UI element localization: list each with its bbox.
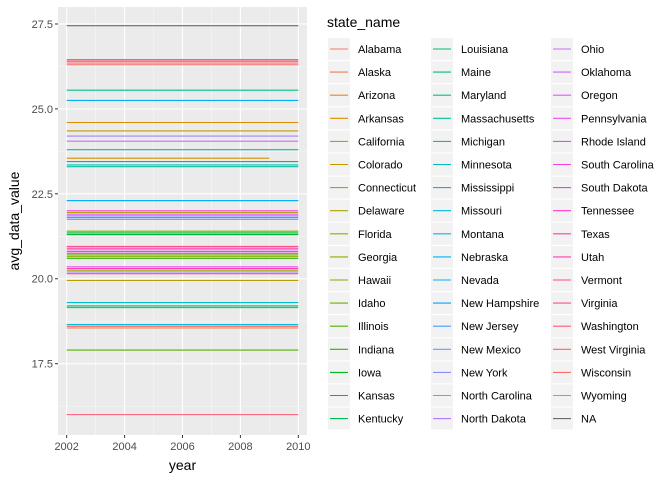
legend: Alabama Alaska Arizona Arkansas California Co… (328, 38, 655, 430)
legend-label-massachusetts: Massachusetts (461, 113, 535, 125)
legend-label-virginia: Virginia (581, 298, 618, 310)
y-tick-label: 17.5 (32, 359, 53, 371)
legend-label-illinois: Illinois (358, 321, 389, 333)
legend-label-maryland: Maryland (461, 90, 506, 102)
x-tick-label: 2006 (170, 441, 194, 453)
minor-gridlines (58, 7, 307, 435)
legend-label-alaska: Alaska (358, 67, 392, 79)
legend-label-arizona: Arizona (358, 90, 396, 102)
legend-label-wyoming: Wyoming (581, 391, 627, 403)
y-tick-label: 25.0 (32, 104, 53, 116)
series-lines (66, 25, 299, 416)
legend-label-na: NA (581, 414, 597, 426)
legend-label-louisiana: Louisiana (461, 44, 509, 56)
legend-label-north-dakota: North Dakota (461, 414, 527, 426)
legend-label-montana: Montana (461, 229, 505, 241)
legend-label-maine: Maine (461, 67, 491, 79)
legend-label-indiana: Indiana (358, 344, 395, 356)
legend-label-new-jersey: New Jersey (461, 321, 519, 333)
legend-label-michigan: Michigan (461, 136, 505, 148)
legend-label-texas: Texas (581, 229, 610, 241)
legend-label-kansas: Kansas (358, 391, 395, 403)
legend-title: state_name (327, 14, 400, 30)
legend-label-vermont: Vermont (581, 275, 622, 287)
legend-label-mississippi: Mississippi (461, 183, 514, 195)
legend-label-wisconsin: Wisconsin (581, 367, 631, 379)
legend-label-ohio: Ohio (581, 44, 604, 56)
y-tick-label: 20.0 (32, 274, 53, 286)
legend-label-delaware: Delaware (358, 206, 404, 218)
legend-label-hawaii: Hawaii (358, 275, 391, 287)
legend-label-west-virginia: West Virginia (581, 344, 646, 356)
legend-label-oregon: Oregon (581, 90, 618, 102)
legend-label-connecticut: Connecticut (358, 183, 416, 195)
x-tick-label: 2010 (286, 441, 310, 453)
legend-label-kentucky: Kentucky (358, 414, 404, 426)
legend-label-alabama: Alabama (358, 44, 402, 56)
legend-label-new-york: New York (461, 367, 508, 379)
legend-label-missouri: Missouri (461, 206, 502, 218)
legend-label-pennsylvania: Pennsylvania (581, 113, 647, 125)
legend-label-arkansas: Arkansas (358, 113, 404, 125)
legend-label-utah: Utah (581, 252, 604, 264)
legend-label-tennessee: Tennessee (581, 206, 634, 218)
x-tick-label: 2004 (112, 441, 136, 453)
legend-label-idaho: Idaho (358, 298, 386, 310)
y-axis: 17.5 20.0 22.5 25.0 27.5 (32, 19, 58, 371)
x-tick-label: 2008 (228, 441, 252, 453)
major-gridlines (58, 7, 307, 435)
y-tick-label: 27.5 (32, 19, 53, 31)
y-tick-label: 22.5 (32, 189, 53, 201)
legend-label-north-carolina: North Carolina (461, 391, 533, 403)
x-axis-label: year (169, 457, 197, 473)
legend-label-nevada: Nevada (461, 275, 500, 287)
legend-label-south-dakota: South Dakota (581, 183, 649, 195)
x-axis: 2002 2004 2006 2008 2010 (54, 435, 311, 453)
legend-label-colorado: Colorado (358, 160, 403, 172)
legend-label-new-hampshire: New Hampshire (461, 298, 539, 310)
x-tick-label: 2002 (54, 441, 78, 453)
legend-label-florida: Florida (358, 229, 393, 241)
legend-label-oklahoma: Oklahoma (581, 67, 632, 79)
legend-label-south-carolina: South Carolina (581, 160, 655, 172)
legend-label-rhode-island: Rhode Island (581, 136, 646, 148)
legend-label-nebraska: Nebraska (461, 252, 509, 264)
y-axis-label: avg_data_value (6, 171, 22, 270)
legend-label-iowa: Iowa (358, 367, 382, 379)
legend-label-minnesota: Minnesota (461, 160, 513, 172)
legend-label-washington: Washington (581, 321, 639, 333)
legend-label-georgia: Georgia (358, 252, 398, 264)
legend-label-new-mexico: New Mexico (461, 344, 521, 356)
legend-label-california: California (358, 136, 405, 148)
